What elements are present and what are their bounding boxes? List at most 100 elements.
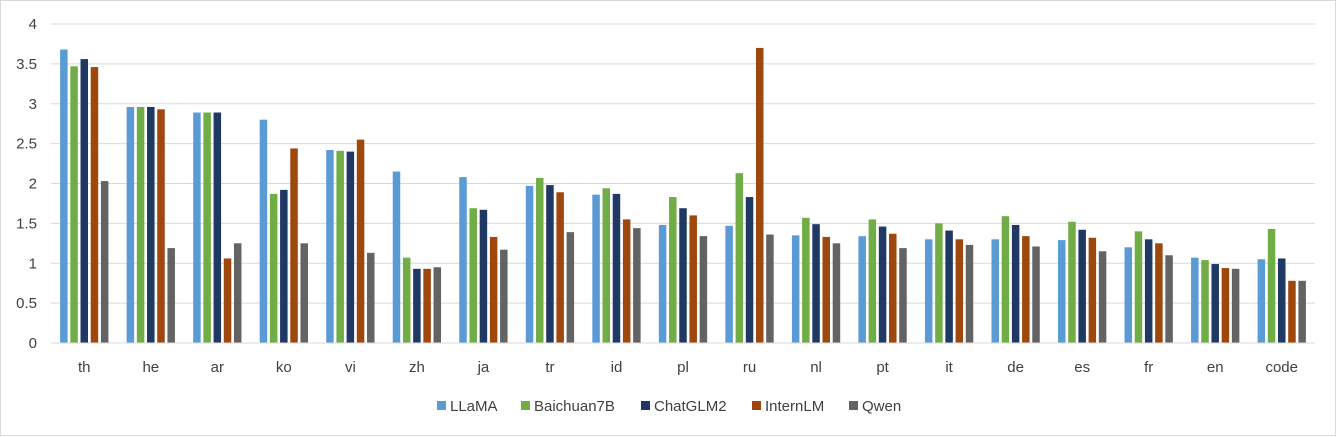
bar-qwen-de: [1032, 246, 1040, 343]
y-tick-label: 3: [29, 96, 37, 113]
bar-internlm-fr: [1155, 243, 1163, 343]
legend-label-qwen: Qwen: [862, 398, 901, 415]
x-tick-label: zh: [409, 359, 425, 376]
bar-llama-ko: [259, 119, 268, 343]
bar-chatglm2-vi: [346, 151, 355, 343]
y-tick-label: 1: [29, 255, 37, 272]
legend-swatch-llama: [437, 401, 446, 410]
bar-qwen-nl: [832, 243, 841, 343]
bar-qwen-tr: [566, 232, 575, 343]
bar-qwen-code: [1298, 280, 1306, 343]
y-tick-label: 1.5: [16, 215, 37, 232]
bar-llama-ru: [725, 225, 733, 343]
x-tick-label: pl: [677, 359, 689, 376]
y-tick-label: 0.5: [16, 295, 37, 312]
bar-qwen-th: [100, 181, 109, 343]
bar-llama-fr: [1124, 247, 1133, 343]
x-tick-label: ja: [477, 359, 490, 376]
bar-internlm-ko: [290, 148, 298, 343]
bar-llama-it: [924, 239, 933, 343]
bar-qwen-vi: [367, 252, 375, 343]
bar-chatglm2-he: [147, 106, 155, 343]
bar-chatglm2-en: [1211, 264, 1219, 343]
bar-llama-ar: [193, 112, 201, 344]
x-tick-label: tr: [545, 359, 554, 376]
x-tick-label: nl: [810, 359, 822, 376]
bar-internlm-code: [1288, 280, 1296, 343]
bar-internlm-vi: [356, 139, 365, 343]
bar-llama-zh: [392, 171, 401, 343]
bar-chatglm2-ar: [213, 112, 222, 344]
y-tick-label: 2.5: [16, 136, 37, 153]
bar-qwen-zh: [433, 267, 442, 343]
x-axis-tick-labels: th he ar ko vi zh ja tr id pl ru nl pt it de es fr en code: [78, 359, 1298, 376]
bar-internlm-zh: [423, 268, 431, 343]
bar-baichuan7b-nl: [802, 217, 810, 343]
bar-chatglm2-pt: [878, 226, 887, 343]
bar-chatglm2-de: [1011, 224, 1020, 343]
legend-label-llama: LLaMA: [450, 398, 498, 415]
bar-qwen-id: [633, 228, 641, 343]
bar-baichuan7b-de: [1001, 216, 1010, 343]
legend: LLaMA Baichuan7B ChatGLM2 InternLM Qwen: [437, 398, 901, 415]
bar-baichuan7b-code: [1267, 228, 1276, 343]
bar-internlm-pt: [889, 233, 897, 343]
bar-llama-tr: [525, 185, 534, 343]
bar-llama-pt: [858, 236, 866, 343]
bar-chatglm2-ru: [745, 197, 754, 343]
x-tick-label: vi: [345, 359, 356, 376]
bar-baichuan7b-he: [136, 106, 145, 343]
bar-baichuan7b-en: [1201, 260, 1209, 343]
bar-baichuan7b-ko: [269, 193, 278, 343]
bars: [60, 47, 1306, 344]
bar-chatglm2-ko: [280, 189, 288, 343]
legend-swatch-internlm: [752, 401, 761, 410]
legend-label-baichuan7b: Baichuan7B: [534, 398, 615, 415]
bar-qwen-ru: [766, 234, 774, 343]
bar-chatglm2-fr: [1144, 239, 1153, 343]
legend-swatch-baichuan7b: [521, 401, 530, 410]
bar-baichuan7b-tr: [536, 177, 544, 343]
y-tick-label: 4: [29, 16, 37, 33]
bar-baichuan7b-ar: [203, 112, 211, 344]
bar-internlm-nl: [822, 236, 830, 343]
bar-chatglm2-pl: [679, 208, 687, 343]
bar-baichuan7b-th: [70, 66, 78, 344]
x-tick-label: code: [1265, 359, 1298, 376]
bar-chatglm2-tr: [546, 185, 554, 343]
bar-qwen-fr: [1165, 255, 1173, 343]
legend-swatch-chatglm2: [641, 401, 650, 410]
bar-baichuan7b-it: [935, 223, 943, 344]
y-tick-label: 3.5: [16, 56, 37, 73]
legend-swatch-qwen: [849, 401, 858, 410]
bar-qwen-pt: [899, 248, 907, 343]
bar-llama-es: [1058, 240, 1066, 343]
bar-baichuan7b-vi: [336, 150, 344, 343]
bar-baichuan7b-pl: [669, 197, 677, 343]
bar-llama-nl: [791, 235, 800, 343]
bar-internlm-tr: [556, 192, 564, 343]
bar-chatglm2-it: [945, 230, 953, 343]
bar-qwen-pl: [699, 236, 708, 343]
x-tick-label: ar: [211, 359, 224, 376]
bar-internlm-th: [90, 67, 99, 343]
bar-chatglm2-es: [1078, 229, 1086, 343]
bar-internlm-ja: [489, 236, 498, 343]
x-tick-label: de: [1007, 359, 1024, 376]
bar-internlm-id: [622, 219, 631, 343]
bar-qwen-ar: [233, 243, 242, 343]
bar-baichuan7b-zh: [402, 257, 411, 343]
bar-internlm-es: [1088, 237, 1097, 343]
bar-baichuan7b-fr: [1134, 231, 1143, 343]
bar-internlm-pl: [689, 215, 697, 343]
bar-baichuan7b-id: [602, 188, 611, 343]
x-tick-label: es: [1074, 359, 1090, 376]
x-tick-label: ru: [743, 359, 756, 376]
bar-chatglm2-nl: [812, 224, 820, 343]
bar-qwen-he: [167, 248, 175, 343]
bar-chatglm2-th: [80, 59, 89, 344]
bar-chatglm2-code: [1277, 258, 1286, 343]
bar-llama-pl: [658, 224, 667, 343]
